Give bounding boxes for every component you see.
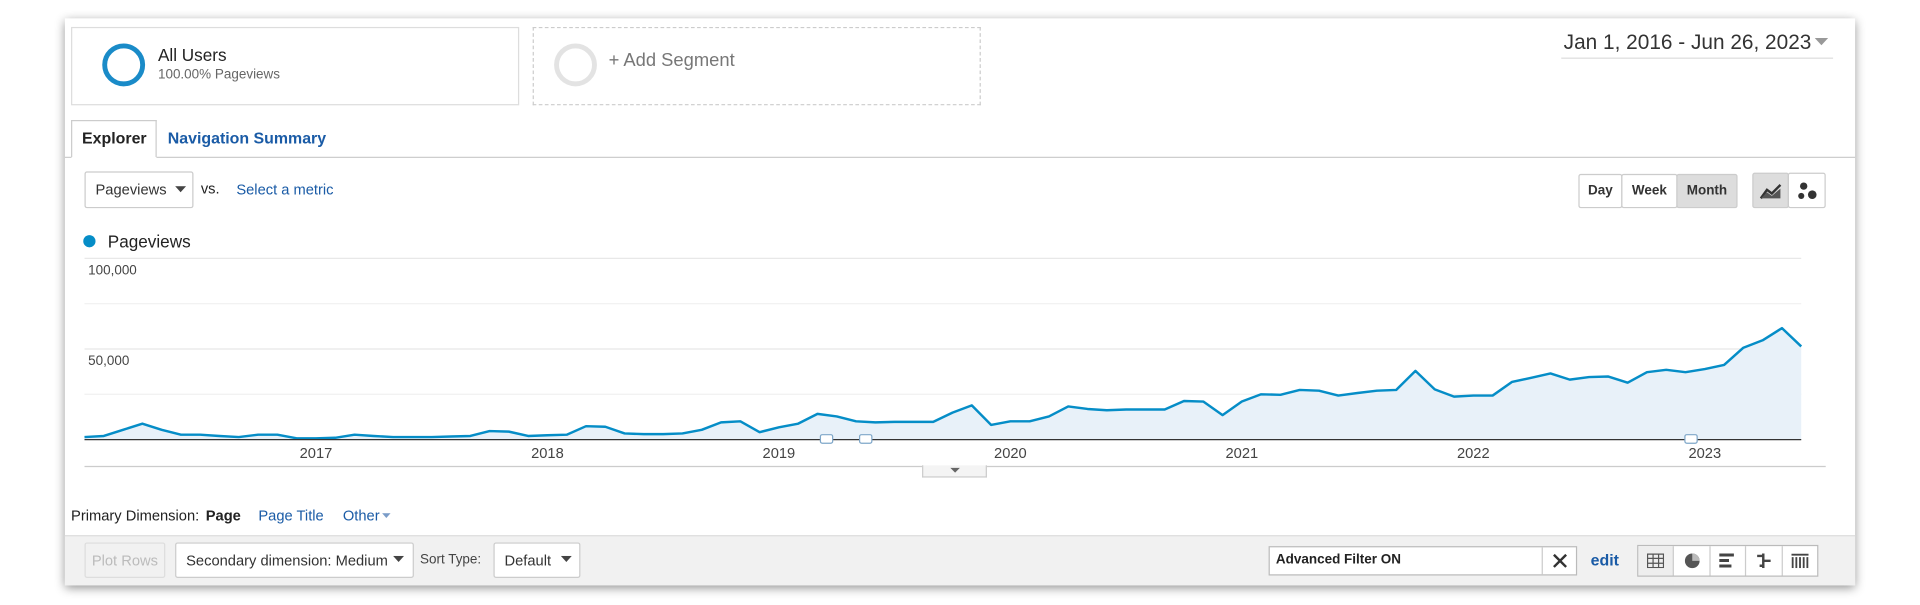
date-range[interactable]: Jan 1, 2016 - Jun 26, 2023 bbox=[1563, 30, 1812, 54]
granularity-button[interactable]: Week bbox=[1621, 173, 1678, 209]
performance-view[interactable] bbox=[1710, 546, 1747, 576]
annotation-marker bbox=[858, 434, 873, 444]
edit-link[interactable]: edit bbox=[1590, 551, 1619, 570]
pivot-view[interactable] bbox=[1782, 546, 1817, 575]
caret bbox=[393, 555, 405, 563]
x-tick-label: 2022 bbox=[1457, 446, 1490, 462]
comparison-view[interactable] bbox=[1746, 546, 1783, 576]
tab-label[interactable]: Navigation Summary bbox=[167, 128, 327, 147]
view-switcher bbox=[1637, 544, 1819, 577]
segment-card[interactable] bbox=[71, 26, 520, 106]
y-tick-label: 50,000 bbox=[88, 353, 129, 368]
table-view[interactable] bbox=[1638, 546, 1675, 576]
icon bbox=[1647, 553, 1665, 569]
pie-view[interactable] bbox=[1674, 546, 1711, 576]
add-segment[interactable] bbox=[532, 26, 981, 106]
caret bbox=[560, 555, 572, 563]
x-tick-label: 2023 bbox=[1688, 446, 1721, 462]
caret bbox=[382, 513, 391, 518]
select-metric[interactable]: Select a metric bbox=[236, 181, 334, 199]
icon bbox=[1757, 553, 1772, 569]
divider bbox=[1541, 547, 1543, 575]
x-tick-label: 2019 bbox=[763, 446, 796, 462]
legend-swatch bbox=[83, 235, 96, 248]
line bbox=[84, 326, 1803, 440]
label: Month bbox=[1686, 183, 1728, 199]
panel bbox=[64, 18, 1856, 586]
dimension-option[interactable]: Other bbox=[342, 506, 380, 525]
filter-text: Advanced Filter ON bbox=[1275, 552, 1401, 567]
metric-dropdown[interactable]: Pageviews bbox=[84, 171, 194, 209]
x-tick-label: 2018 bbox=[531, 446, 564, 462]
add-segment-label[interactable]: + Add Segment bbox=[608, 50, 735, 72]
icon bbox=[1759, 183, 1782, 199]
clear-icon[interactable] bbox=[1553, 553, 1568, 568]
sort-label: Sort Type: bbox=[420, 552, 482, 567]
segment-detail: 100.00% Pageviews bbox=[157, 67, 281, 83]
granularity-button[interactable]: Day bbox=[1578, 173, 1623, 209]
underline bbox=[1561, 57, 1834, 59]
primary-dimension-label: Primary Dimension: bbox=[71, 506, 200, 525]
icon bbox=[1797, 181, 1816, 199]
label: Week bbox=[1631, 183, 1667, 199]
secondary-dimension-dropdown[interactable]: Secondary dimension: Medium bbox=[175, 542, 414, 578]
metric: Pageviews bbox=[95, 181, 167, 199]
segment-icon bbox=[554, 43, 597, 87]
area bbox=[84, 328, 1802, 440]
y-tick-label: 100,000 bbox=[88, 262, 137, 277]
tab[interactable] bbox=[71, 120, 157, 158]
segment-name: All Users bbox=[157, 45, 227, 65]
x-tick-label: 2017 bbox=[300, 446, 333, 462]
motion-chart-button[interactable] bbox=[1787, 172, 1826, 209]
legend-label: Pageviews bbox=[107, 231, 191, 252]
x-tick-label: 2020 bbox=[994, 446, 1027, 462]
icon bbox=[1719, 553, 1734, 568]
label: Day bbox=[1588, 183, 1613, 199]
label: Plot Rows bbox=[91, 551, 158, 569]
label: Secondary dimension: Medium bbox=[186, 551, 388, 569]
icon bbox=[1684, 553, 1700, 569]
annotation-marker bbox=[1684, 434, 1698, 444]
annotation-marker bbox=[819, 434, 834, 444]
tab-label[interactable]: Explorer bbox=[82, 128, 147, 147]
x-tick-label: 2021 bbox=[1226, 446, 1259, 462]
caret bbox=[950, 467, 961, 473]
label: Default bbox=[504, 551, 552, 569]
icon bbox=[1791, 553, 1809, 569]
filter-input[interactable] bbox=[1268, 546, 1578, 576]
plot-rows-button: Plot Rows bbox=[84, 542, 166, 578]
vs-label: vs. bbox=[200, 180, 220, 198]
tab-line bbox=[64, 156, 1856, 158]
granularity-button[interactable]: Month bbox=[1676, 173, 1738, 209]
dimension-option[interactable]: Page Title bbox=[258, 506, 324, 525]
segment-icon bbox=[102, 43, 146, 87]
caret bbox=[175, 186, 187, 193]
caret bbox=[1814, 37, 1829, 46]
line-chart-button[interactable] bbox=[1752, 172, 1789, 209]
dimension-option[interactable]: Page bbox=[205, 506, 241, 525]
